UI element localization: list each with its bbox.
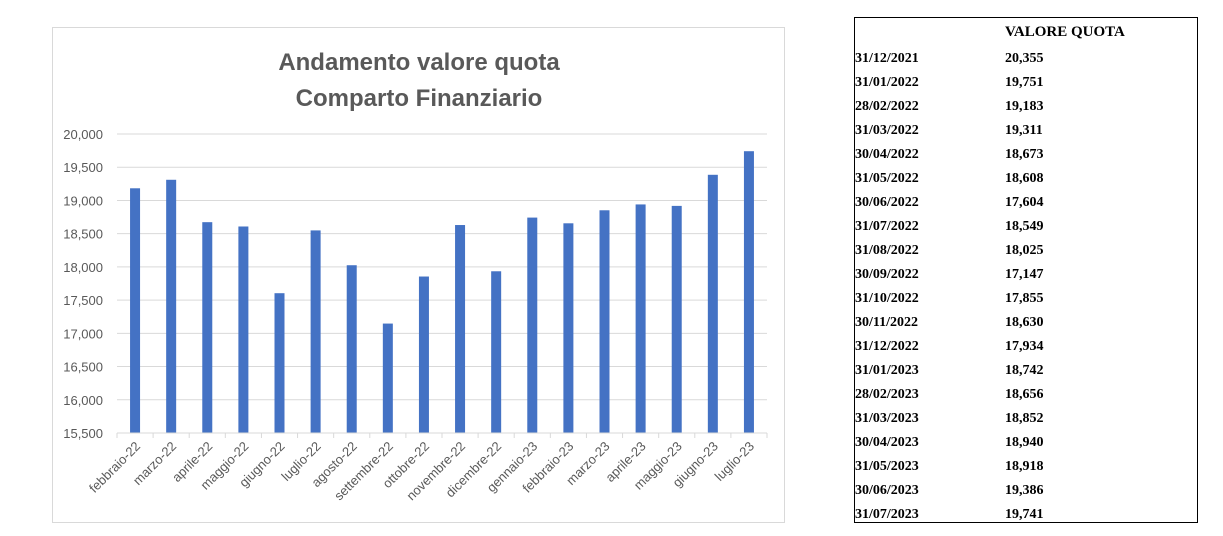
row-date: 30/06/2023 (855, 483, 919, 498)
table-header-row: VALORE QUOTA (855, 18, 1197, 47)
y-tick-label: 18,500 (63, 227, 103, 242)
row-date: 30/09/2022 (855, 267, 919, 282)
y-tick-label: 18,000 (63, 260, 103, 275)
row-value: 20,355 (1005, 51, 1044, 66)
chart-title-line: Comparto Finanziario (296, 85, 543, 112)
row-date: 30/11/2022 (855, 315, 919, 330)
table-row: 31/03/2022 19,311 (855, 119, 1197, 143)
bar (599, 210, 610, 433)
table-row: 31/01/2022 19,751 (855, 71, 1197, 95)
table-row: 31/03/2023 18,852 (855, 407, 1197, 431)
row-date: 31/03/2022 (855, 123, 919, 138)
row-value: 19,183 (1005, 99, 1044, 114)
table-row: 30/04/2022 18,673 (855, 143, 1197, 167)
bar (382, 323, 393, 433)
row-date: 31/03/2023 (855, 411, 919, 426)
row-value: 17,604 (1005, 195, 1044, 210)
row-date: 31/05/2023 (855, 459, 919, 474)
row-date: 31/12/2021 (855, 51, 919, 66)
table-row: 31/08/2022 18,025 (855, 239, 1197, 263)
table-row: 31/01/2023 18,742 (855, 359, 1197, 383)
y-tick-label: 15,500 (63, 426, 103, 441)
date-column-header (855, 18, 1005, 47)
row-value: 17,855 (1005, 291, 1044, 306)
bar (418, 276, 429, 433)
table-row: 30/06/2022 17,604 (855, 191, 1197, 215)
row-date: 31/01/2023 (855, 363, 919, 378)
bar (346, 265, 357, 433)
y-tick-label: 19,000 (63, 193, 103, 208)
bar (130, 188, 141, 433)
row-value: 18,852 (1005, 411, 1044, 426)
row-value: 17,934 (1005, 339, 1044, 354)
table-row: 30/04/2023 18,940 (855, 431, 1197, 455)
row-value: 18,673 (1005, 147, 1044, 162)
row-date: 31/05/2022 (855, 171, 919, 186)
bar (707, 174, 718, 434)
valore-quota-table: VALORE QUOTA 31/12/2021 20,355 31/01/2022 1… (855, 18, 1197, 527)
row-value: 18,918 (1005, 459, 1044, 474)
row-value: 18,656 (1005, 387, 1044, 402)
table-row: 31/05/2022 18,608 (855, 167, 1197, 191)
table-row: 31/07/2022 18,549 (855, 215, 1197, 239)
valore-quota-header: VALORE QUOTA (1005, 24, 1125, 40)
bar (491, 271, 502, 433)
bar (274, 293, 285, 433)
bar (527, 217, 538, 433)
y-tick-label: 20,000 (63, 127, 103, 142)
table-row: 30/06/2023 19,386 (855, 479, 1197, 503)
x-tick-label: luglio-23 (712, 439, 757, 484)
row-date: 30/04/2023 (855, 435, 919, 450)
row-date: 30/06/2022 (855, 195, 919, 210)
valore-quota-table-panel: VALORE QUOTA 31/12/2021 20,355 31/01/2022 1… (854, 17, 1198, 523)
table-row: 31/07/2023 19,741 (855, 503, 1197, 527)
row-value: 18,940 (1005, 435, 1044, 450)
bar (166, 179, 177, 433)
row-date: 31/08/2022 (855, 243, 919, 258)
row-value: 18,025 (1005, 243, 1044, 258)
table-row: 31/10/2022 17,855 (855, 287, 1197, 311)
row-date: 31/01/2022 (855, 75, 919, 90)
row-date: 31/10/2022 (855, 291, 919, 306)
row-value: 19,751 (1005, 75, 1044, 90)
row-value: 17,147 (1005, 267, 1044, 282)
bar-chart: Andamento valore quota Comparto Finanziar… (63, 49, 768, 503)
table-row: 28/02/2023 18,656 (855, 383, 1197, 407)
y-tick-label: 16,500 (63, 360, 103, 375)
bar (455, 225, 466, 433)
row-value: 18,549 (1005, 219, 1044, 234)
x-tick-label: febbraio-22 (86, 439, 143, 496)
row-value: 18,742 (1005, 363, 1044, 378)
table-row: 30/09/2022 17,147 (855, 263, 1197, 287)
chart-title-line: Andamento valore quota (278, 49, 560, 76)
bar (743, 151, 754, 433)
row-value: 19,741 (1005, 507, 1044, 522)
table-row: 30/11/2022 18,630 (855, 311, 1197, 335)
row-value: 18,608 (1005, 171, 1044, 186)
chart-panel: Andamento valore quota Comparto Finanziar… (52, 27, 785, 523)
y-tick-label: 17,000 (63, 326, 103, 341)
bar (671, 205, 682, 433)
table-row: 31/05/2023 18,918 (855, 455, 1197, 479)
row-value: 19,311 (1005, 123, 1043, 138)
y-tick-label: 16,000 (63, 393, 103, 408)
bar (563, 223, 574, 433)
row-date: 31/07/2022 (855, 219, 919, 234)
table-row: 31/12/2022 17,934 (855, 335, 1197, 359)
bar (202, 222, 213, 433)
bar (310, 230, 321, 433)
row-date: 30/04/2022 (855, 147, 919, 162)
y-tick-label: 17,500 (63, 293, 103, 308)
bar (238, 226, 249, 433)
y-tick-label: 19,500 (63, 160, 103, 175)
row-date: 31/12/2022 (855, 339, 919, 354)
table-row: 31/12/2021 20,355 (855, 47, 1197, 71)
row-date: 31/07/2023 (855, 507, 919, 522)
row-value: 19,386 (1005, 483, 1044, 498)
bar (635, 204, 646, 433)
row-date: 28/02/2022 (855, 99, 919, 114)
row-value: 18,630 (1005, 315, 1044, 330)
table-row: 28/02/2022 19,183 (855, 95, 1197, 119)
row-date: 28/02/2023 (855, 387, 919, 402)
